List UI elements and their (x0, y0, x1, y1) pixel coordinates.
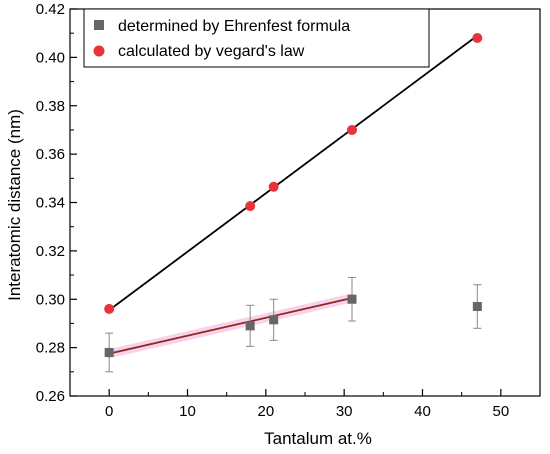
data-point-vegard (347, 124, 357, 135)
plot-area (104, 33, 483, 373)
y-tick-label: 0.38 (36, 98, 65, 115)
x-tick-label: 50 (492, 403, 509, 420)
x-tick-label: 40 (414, 403, 431, 420)
legend-label-ehrenfest: determined by Ehrenfest formula (118, 18, 350, 35)
y-tick-label: 0.40 (36, 49, 65, 66)
fit-line-0 (108, 34, 478, 311)
data-point-vegard (268, 181, 279, 192)
data-point-ehrenfest (104, 347, 114, 357)
y-tick-label: 0.36 (36, 146, 65, 163)
axes: 0 10 20 30 40 50 0.26 0.28 0.30 0.32 0.34 0.36 0.38 0… (36, 1, 541, 420)
data-point-ehrenfest (347, 294, 357, 304)
y-axis-title: Interatomic distance (nm) (5, 109, 24, 301)
y-tick-label: 0.42 (36, 1, 65, 18)
data-point-ehrenfest (245, 321, 255, 331)
x-tick-label: 10 (179, 403, 196, 420)
y-tick-label: 0.32 (36, 243, 65, 260)
data-point-ehrenfest (269, 315, 279, 325)
x-tick-label: 20 (257, 403, 274, 420)
data-point-vegard (245, 201, 256, 212)
legend-label-vegard: calculated by vegard's law (118, 43, 305, 60)
y-tick-label: 0.26 (36, 388, 65, 405)
y-tick-label: 0.30 (36, 291, 65, 308)
data-point-vegard (104, 303, 115, 314)
legend-box (83, 8, 430, 68)
y-tick-label: 0.28 (36, 340, 65, 357)
x-axis-title: Tantalum at.% (264, 429, 372, 448)
fit-line-1 (108, 297, 353, 355)
legend: determined by Ehrenfest formula calculat… (83, 8, 430, 68)
y-tick-label: 0.34 (36, 195, 65, 212)
data-point-ehrenfest (472, 302, 482, 312)
data-point-vegard (472, 33, 483, 44)
x-tick-label: 0 (105, 403, 113, 420)
x-tick-label: 30 (336, 403, 353, 420)
legend-marker-ehrenfest (94, 20, 104, 30)
legend-marker-vegard (93, 45, 105, 57)
